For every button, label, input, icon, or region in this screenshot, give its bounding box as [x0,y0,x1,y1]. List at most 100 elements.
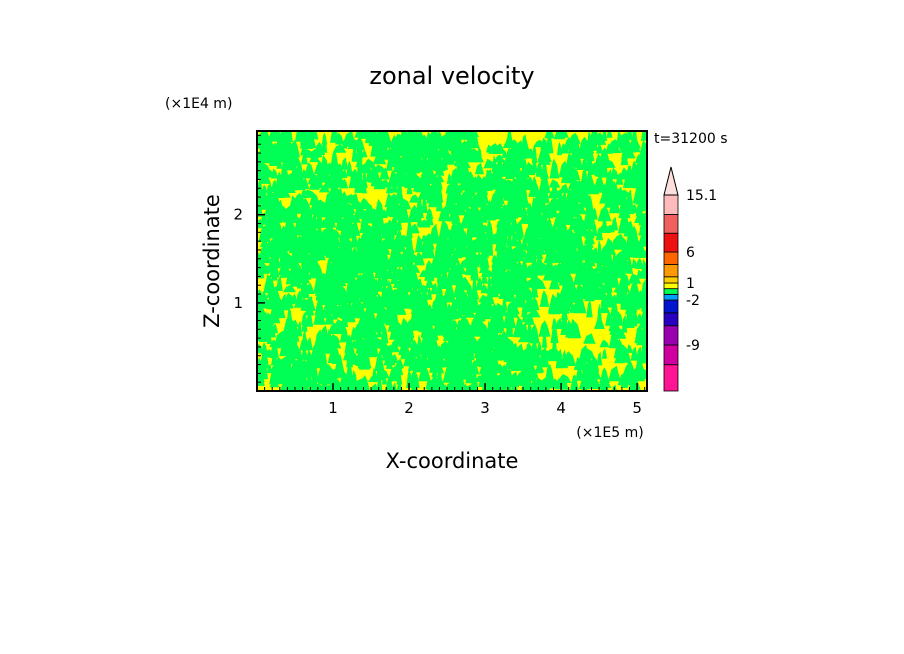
field-patch [285,272,294,285]
field-patch [503,285,516,302]
field-patch [516,227,523,240]
field-patch [390,221,399,236]
field-patch [541,153,548,174]
field-patch [584,217,595,230]
field-patch [341,138,348,149]
field-patch [640,131,647,141]
field-patch [406,339,413,348]
field-patch [631,203,638,214]
field-patch [470,380,479,391]
field-patch [425,279,434,288]
field-patch [375,275,384,292]
field-patch [397,216,402,231]
field-patch [316,219,323,228]
field-patch [270,168,279,179]
colorbar-label: 6 [686,245,695,261]
field-patch [508,299,521,308]
field-patch [304,283,315,294]
field-patch [374,315,385,332]
x-axis: 1 2 3 4 5 [264,383,646,417]
field-patch [393,234,406,253]
field-patch [495,236,504,251]
field-patch [409,223,420,234]
field-patch [635,200,644,217]
contour-field [257,131,647,391]
plot-frame [256,130,648,392]
field-patch [617,371,632,386]
field-patch [426,304,433,313]
field-patch [624,309,635,328]
field-patch [332,144,347,153]
field-patch [543,253,556,264]
field-patch [609,193,620,214]
field-patch [485,219,494,238]
field-patch [343,203,356,214]
field-patch [386,183,393,194]
x-tick-label: 5 [632,399,642,417]
field-patch [376,374,383,391]
colorbar-label: 15.1 [686,188,717,204]
field-patch [589,355,600,372]
field-patch [630,380,638,391]
field-patch [436,149,443,158]
field-patch [362,183,367,194]
field-patch [509,379,520,388]
field-patch [491,347,498,360]
field-patch [618,132,631,145]
field-patch [291,156,298,171]
field-patch [576,157,583,170]
y-tick-label: 1 [233,294,243,312]
field-patch [610,167,619,180]
field-patch [305,138,314,149]
field-patch [287,306,292,321]
field-patch [434,161,445,176]
field-patch [485,270,494,277]
field-patch [610,299,619,318]
field-patch [271,179,278,188]
field-patch [379,167,390,180]
field-patch [550,323,559,344]
field-patch [417,210,422,227]
colorbar-segment [663,312,679,327]
field-patch [376,299,383,318]
field-patch [567,318,582,339]
field-patch [279,132,290,145]
field-patch [471,369,478,388]
field-patch [291,203,298,224]
field-patch [541,329,548,348]
colorbar-segment [663,293,679,301]
field-patch [535,160,544,177]
field-patch [264,329,275,338]
field-patch [609,269,620,288]
field-patch [315,211,324,226]
field-patch [313,312,326,325]
field-patch [386,156,393,171]
field-patch [380,270,389,287]
field-patch [268,248,281,269]
field-patch [455,379,464,388]
field-patch [384,382,395,391]
field-patch [301,347,308,360]
field-patch [456,234,463,243]
x-tick-label: 1 [328,399,338,417]
field-patch [426,149,433,168]
field-patch [266,297,273,310]
field-patch [286,258,293,269]
field-patch [586,299,593,318]
field-patch [480,283,489,294]
field-patch [581,168,588,179]
field-patch [620,237,629,250]
colorbar-label: 1 [686,276,695,292]
field-patch [456,248,463,259]
field-patch [539,381,550,391]
field-patch [370,383,379,391]
field-patch [305,310,314,327]
field-patch [282,284,297,293]
field-patch [559,183,570,194]
field-patch [276,214,283,223]
field-patch [479,248,490,269]
field-patch [503,277,516,290]
field-patch [601,348,608,359]
field-patch [297,278,302,289]
